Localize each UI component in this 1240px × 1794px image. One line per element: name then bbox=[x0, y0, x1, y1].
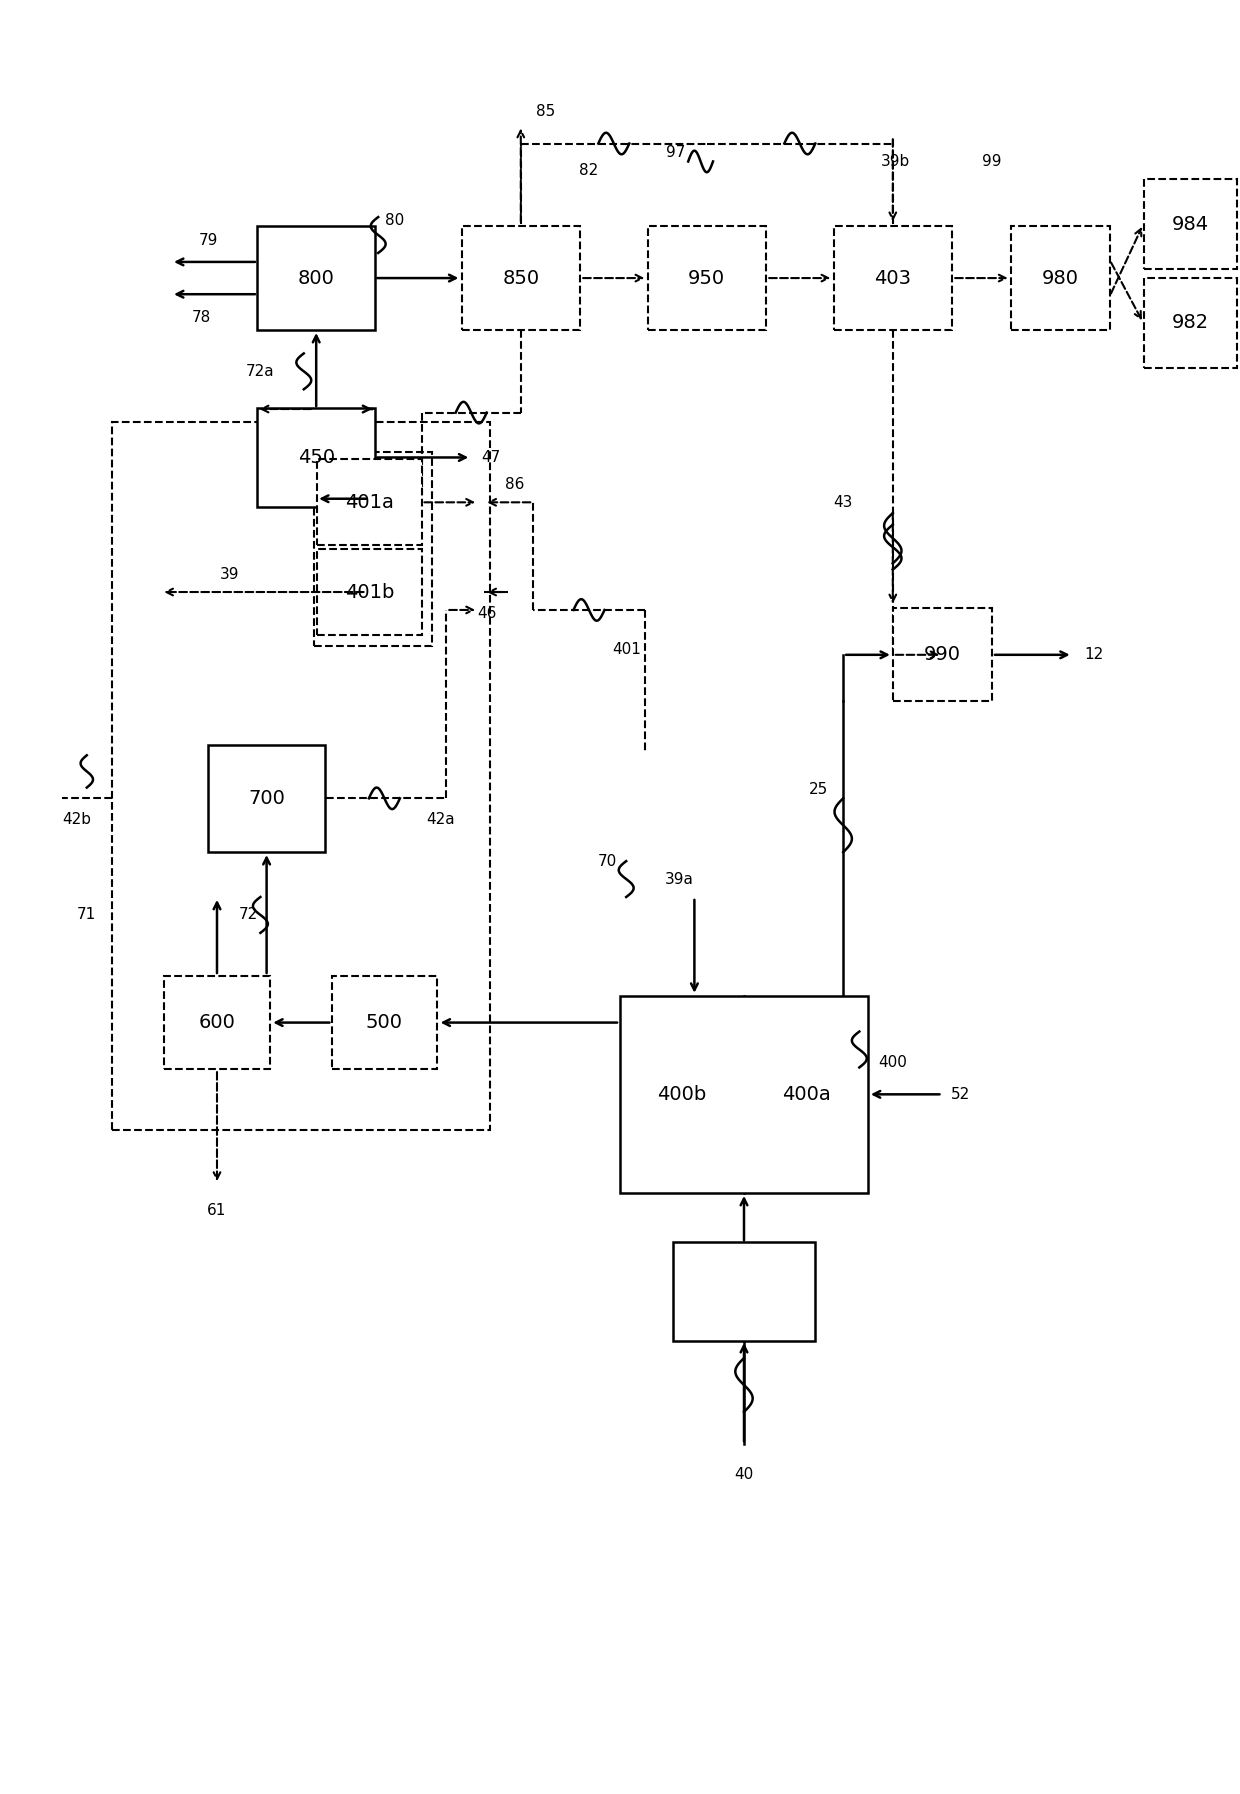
Text: 401a: 401a bbox=[345, 493, 394, 511]
Text: 72: 72 bbox=[238, 908, 258, 922]
Bar bbox=[461, 226, 580, 330]
Bar bbox=[207, 745, 325, 852]
Text: 46: 46 bbox=[477, 606, 497, 621]
Text: 400: 400 bbox=[878, 1055, 908, 1069]
Text: 82: 82 bbox=[579, 163, 599, 178]
Text: 39: 39 bbox=[219, 567, 239, 581]
Text: 500: 500 bbox=[366, 1014, 403, 1032]
Text: 600: 600 bbox=[198, 1014, 236, 1032]
Text: 80: 80 bbox=[384, 213, 404, 228]
Text: 980: 980 bbox=[1042, 269, 1079, 287]
Bar bbox=[833, 226, 952, 330]
Text: 450: 450 bbox=[298, 448, 335, 466]
Bar bbox=[672, 1241, 816, 1342]
Text: 79: 79 bbox=[198, 233, 218, 248]
Bar bbox=[258, 226, 374, 330]
Text: 61: 61 bbox=[207, 1204, 227, 1218]
Text: 86: 86 bbox=[505, 477, 525, 492]
Bar bbox=[164, 976, 270, 1069]
Text: 700: 700 bbox=[248, 789, 285, 807]
Bar bbox=[1145, 278, 1238, 368]
Text: 12: 12 bbox=[1084, 648, 1104, 662]
Text: 25: 25 bbox=[808, 782, 828, 797]
Text: 42a: 42a bbox=[425, 813, 455, 827]
Text: 72a: 72a bbox=[246, 364, 275, 379]
Text: 40: 40 bbox=[734, 1467, 754, 1482]
Bar bbox=[317, 459, 422, 545]
Text: 42b: 42b bbox=[62, 813, 92, 827]
Text: 850: 850 bbox=[502, 269, 539, 287]
Text: 85: 85 bbox=[536, 104, 556, 118]
Text: 800: 800 bbox=[298, 269, 335, 287]
Text: 52: 52 bbox=[951, 1087, 971, 1102]
Text: 982: 982 bbox=[1172, 314, 1209, 332]
Text: 401b: 401b bbox=[345, 583, 394, 601]
Text: 39b: 39b bbox=[880, 154, 910, 169]
Text: 99: 99 bbox=[982, 154, 1002, 169]
Text: 70: 70 bbox=[598, 854, 618, 868]
Text: 400a: 400a bbox=[781, 1085, 831, 1103]
Text: 43: 43 bbox=[833, 495, 853, 509]
Bar bbox=[112, 422, 490, 1130]
Text: 990: 990 bbox=[924, 646, 961, 664]
Text: 47: 47 bbox=[481, 450, 501, 465]
Text: 400b: 400b bbox=[657, 1085, 707, 1103]
Bar bbox=[314, 452, 432, 646]
Bar bbox=[1011, 226, 1110, 330]
Text: 950: 950 bbox=[688, 269, 725, 287]
Text: 403: 403 bbox=[874, 269, 911, 287]
Text: 71: 71 bbox=[77, 908, 97, 922]
Bar bbox=[647, 226, 765, 330]
Text: 984: 984 bbox=[1172, 215, 1209, 233]
Text: 78: 78 bbox=[191, 310, 211, 325]
Bar bbox=[893, 608, 992, 701]
Bar bbox=[1145, 179, 1238, 269]
Bar bbox=[620, 996, 868, 1193]
Text: 39a: 39a bbox=[665, 872, 694, 886]
Bar bbox=[332, 976, 438, 1069]
Text: 401: 401 bbox=[611, 642, 641, 657]
Bar bbox=[317, 549, 422, 635]
Bar bbox=[258, 409, 374, 508]
Text: 97: 97 bbox=[666, 145, 686, 160]
